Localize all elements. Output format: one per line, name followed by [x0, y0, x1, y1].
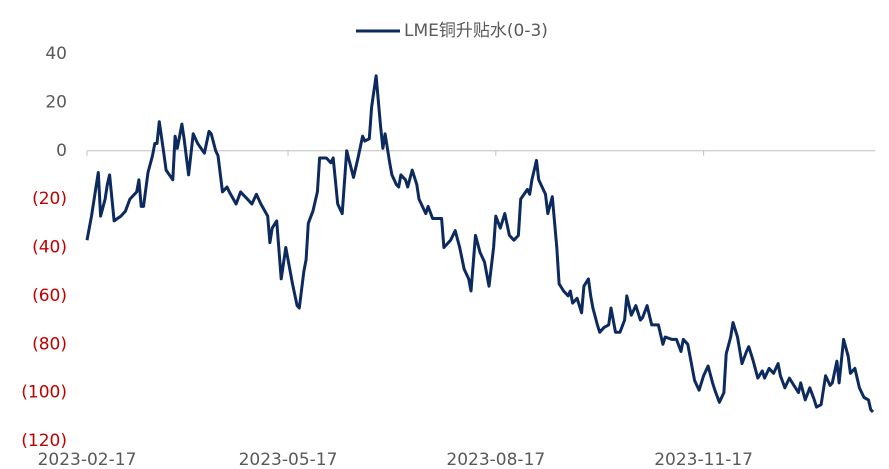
- y-tick-label: 0: [56, 141, 67, 161]
- data-line: [85, 74, 875, 414]
- y-tick-label: (100): [21, 383, 67, 403]
- y-tick-label: 20: [45, 92, 67, 112]
- y-tick-label: (60): [32, 286, 67, 306]
- y-tick-label: (120): [21, 431, 67, 451]
- legend-label: LME铜升贴水(0-3): [404, 21, 548, 41]
- y-tick-label: (40): [32, 238, 67, 258]
- x-tick-label: 2023-08-17: [446, 450, 545, 469]
- y-tick-label: (80): [32, 334, 67, 354]
- x-tick-label: 2023-11-17: [654, 450, 753, 469]
- y-tick-label: 40: [45, 44, 67, 64]
- x-tick-label: 2023-02-17: [38, 450, 137, 469]
- x-tick-label: 2023-05-17: [239, 450, 338, 469]
- y-tick-label: (20): [32, 189, 67, 209]
